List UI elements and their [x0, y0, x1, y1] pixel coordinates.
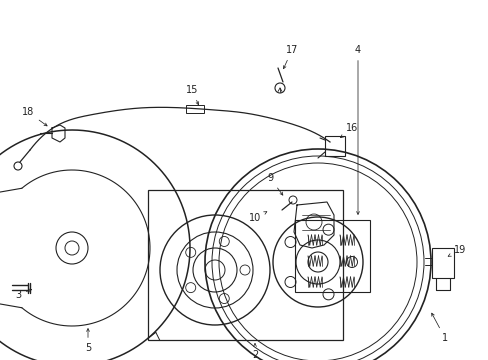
Text: 9: 9 [266, 173, 282, 195]
Text: 13: 13 [0, 359, 1, 360]
Text: 7: 7 [0, 359, 1, 360]
Text: 12: 12 [0, 359, 1, 360]
Bar [431, 248, 453, 278]
Bar [148, 190, 342, 340]
Bar [185, 105, 203, 113]
Text: 17: 17 [283, 45, 298, 69]
Text: 3: 3 [15, 289, 32, 300]
Text: 11: 11 [0, 359, 1, 360]
Text: 2: 2 [251, 344, 258, 360]
Text: 1: 1 [431, 313, 447, 343]
Text: 16: 16 [340, 123, 357, 138]
Text: 5: 5 [85, 329, 91, 353]
Text: 6: 6 [0, 359, 1, 360]
Text: 14: 14 [0, 359, 1, 360]
Text: 14: 14 [0, 359, 1, 360]
Bar [325, 136, 345, 156]
Text: 8: 8 [0, 359, 1, 360]
Text: 19: 19 [447, 245, 465, 256]
Text: 4: 4 [354, 45, 360, 214]
Bar [294, 220, 369, 292]
Text: 18: 18 [22, 107, 47, 126]
Text: 15: 15 [185, 85, 198, 105]
Text: 10: 10 [248, 212, 266, 223]
